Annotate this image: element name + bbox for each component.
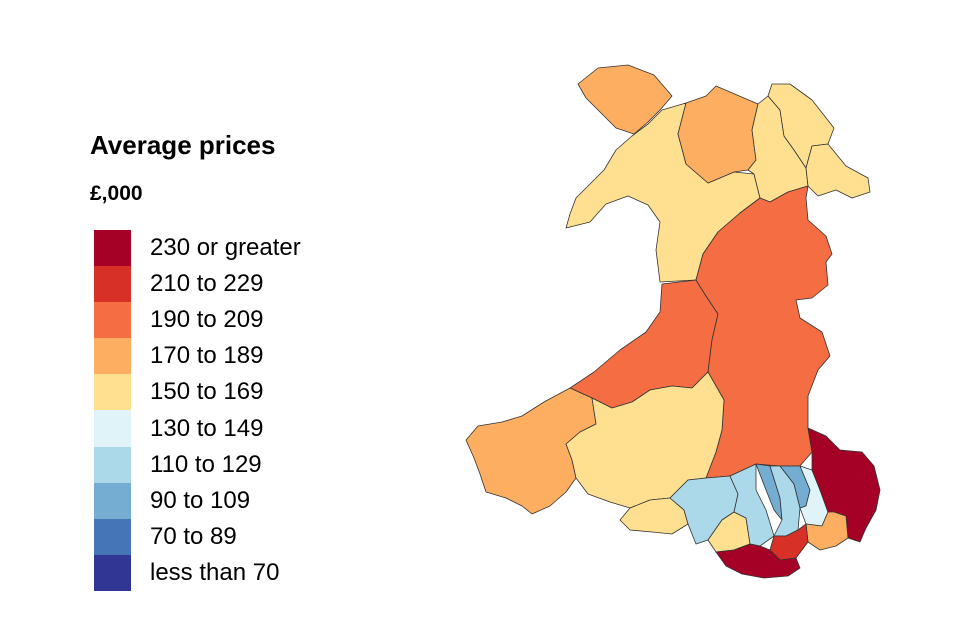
legend-item: less than 70 [94,554,301,591]
legend-label: 190 to 209 [150,306,264,334]
region-newport[interactable] [805,511,849,551]
legend-item: 190 to 209 [94,302,301,339]
legend-item: 170 to 189 [94,338,301,375]
legend: 230 or greater 210 to 229 190 to 209 170 to… [94,230,301,591]
legend-label: 130 to 149 [150,414,264,442]
legend-swatch [94,446,131,483]
region-vale-of-glamorgan[interactable] [715,543,801,579]
legend-swatch [94,482,131,519]
legend-swatch [94,554,131,591]
region-anglesey[interactable] [577,64,673,135]
legend-unit: £,000 [90,182,143,205]
region-gwynedd[interactable] [565,102,761,283]
legend-label: 230 or greater [150,234,301,262]
legend-item: 130 to 149 [94,410,301,447]
legend-label: 150 to 169 [150,378,264,406]
legend-swatch [94,230,131,267]
legend-swatch [94,302,131,339]
legend-item: 230 or greater [94,230,301,267]
legend-label: less than 70 [150,558,280,586]
legend-item: 90 to 109 [94,482,301,519]
legend-swatch [94,338,131,375]
legend-label: 70 to 89 [150,522,237,550]
legend-item: 150 to 169 [94,374,301,411]
legend-item: 210 to 229 [94,266,301,303]
region-wrexham[interactable] [805,143,871,199]
legend-item: 70 to 89 [94,518,301,555]
region-monmouthshire[interactable] [807,427,881,543]
legend-swatch [94,374,131,411]
legend-label: 90 to 109 [150,486,251,514]
legend-label: 110 to 129 [150,450,262,478]
legend-label: 170 to 189 [150,342,264,370]
legend-title: Average prices [90,130,276,160]
legend-item: 110 to 129 [94,446,301,483]
legend-swatch [94,518,131,555]
legend-swatch [94,266,131,303]
legend-label: 210 to 229 [150,270,264,298]
legend-swatch [94,410,131,447]
region-swansea[interactable] [619,497,689,535]
